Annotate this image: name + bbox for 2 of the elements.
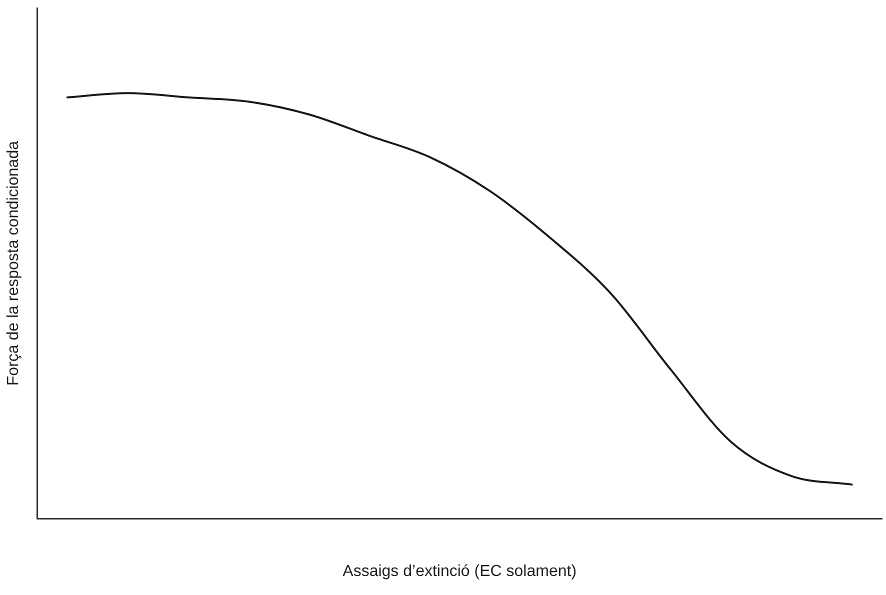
x-axis-title: Assaigs d’extinció (EC solament) [342,562,577,580]
y-axis-title: Força de la resposta condicionada [5,140,22,386]
